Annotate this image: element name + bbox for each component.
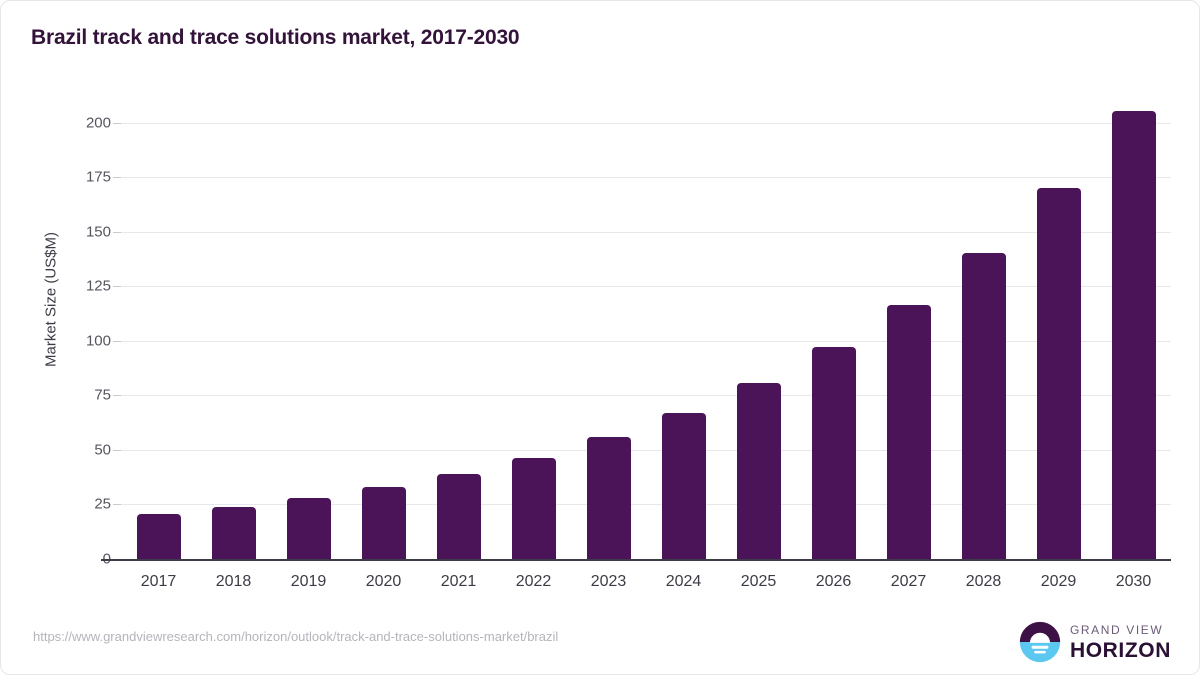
bar-slot [496,101,571,559]
gridline [121,395,1171,397]
gridline [121,340,1171,342]
y-tick-mark [113,177,121,179]
y-tick-mark [113,504,121,506]
bar-2024[interactable] [661,412,706,559]
x-tick-label-2030: 2030 [1115,573,1152,590]
bar-slot [346,101,421,559]
bar-2019[interactable] [286,497,331,559]
x-tick-label-2017: 2017 [140,573,177,590]
brand-logo[interactable]: GRAND VIEW HORIZON [1019,621,1171,663]
gridline [121,177,1171,179]
bar-series [121,101,1171,559]
y-tick-label: 50 [94,441,111,459]
bar-2018[interactable] [211,506,256,559]
x-tick-label-2019: 2019 [290,573,327,590]
bar-slot [571,101,646,559]
x-axis-line [101,559,1171,561]
x-tick-label-2021: 2021 [440,573,477,590]
bar-2030[interactable] [1111,110,1156,559]
x-tick-label-2026: 2026 [815,573,852,590]
logo-line-horizon: HORIZON [1069,638,1171,662]
gridline [121,122,1171,124]
y-tick-label: 200 [85,114,111,132]
bar-slot [796,101,871,559]
bar-slot [646,101,721,559]
bar-slot [271,101,346,559]
bar-2023[interactable] [586,436,631,559]
bar-2022[interactable] [511,457,556,559]
y-tick-label: 125 [85,277,111,295]
y-tick-label: 150 [85,223,111,241]
bar-2027[interactable] [886,304,931,559]
y-tick-label: 25 [94,495,111,513]
y-tick-mark [113,395,121,397]
plot-canvas: 0255075100125150175200 20172018201920202… [86,101,1171,590]
bar-slot [196,101,271,559]
gridline [121,231,1171,233]
y-tick-label: 100 [85,332,111,350]
y-tick-mark [113,340,121,342]
y-tick-label: 175 [85,168,111,186]
gridline [121,286,1171,288]
bar-2021[interactable] [436,473,481,559]
source-url[interactable]: https://www.grandviewresearch.com/horizo… [33,629,559,644]
page-title: Brazil track and trace solutions market,… [31,26,520,49]
x-tick-label-2029: 2029 [1040,573,1077,590]
y-tick-mark [113,122,121,124]
x-tick-label-2024: 2024 [665,573,702,590]
bar-2020[interactable] [361,487,406,559]
x-tick-label-2018: 2018 [215,573,252,590]
bar-slot [421,101,496,559]
x-tick-label-2027: 2027 [890,573,927,590]
bar-2028[interactable] [961,252,1006,559]
bar-2029[interactable] [1036,188,1081,559]
y-tick-mark [113,231,121,233]
bar-2017[interactable] [136,514,181,559]
bar-slot [121,101,196,559]
logo-wordmark: GRAND VIEW HORIZON [1070,624,1171,661]
gridline [121,504,1171,506]
x-tick-label-2025: 2025 [740,573,777,590]
x-tick-label-2028: 2028 [965,573,1002,590]
bar-slot [721,101,796,559]
bar-slot [1021,101,1096,559]
gridline [121,449,1171,451]
bar-slot [946,101,1021,559]
grand-view-horizon-sunrise-icon [1019,621,1061,663]
x-tick-label-2020: 2020 [365,573,402,590]
x-tick-label-2023: 2023 [590,573,627,590]
x-tick-label-2022: 2022 [515,573,552,590]
bar-slot [871,101,946,559]
logo-line-grand-view: GRAND VIEW [1069,622,1164,637]
y-tick-mark [113,286,121,288]
bar-2025[interactable] [736,383,781,559]
bar-2026[interactable] [811,347,856,559]
y-tick-label: 75 [94,386,111,404]
bar-slot [1096,101,1171,559]
y-tick-mark [113,449,121,451]
